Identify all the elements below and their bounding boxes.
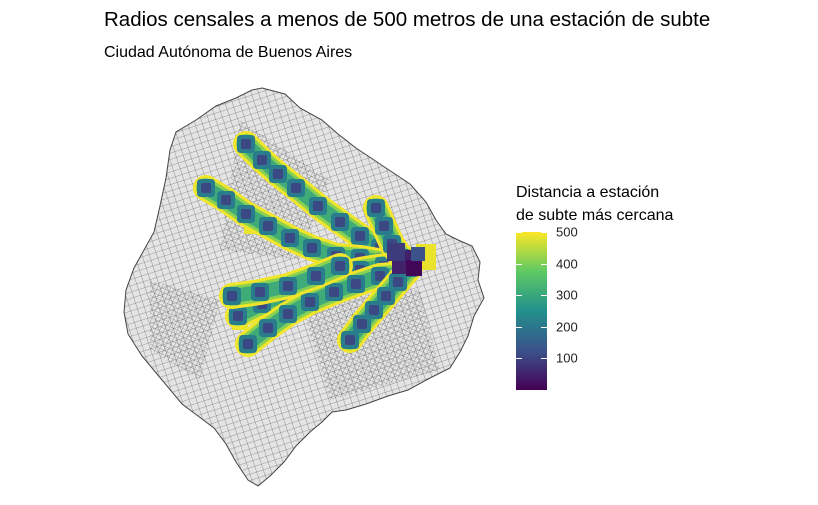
station-buffer	[357, 319, 367, 329]
station-buffer	[227, 291, 237, 301]
station-buffer	[241, 139, 251, 149]
legend-tick-mark	[516, 358, 522, 360]
legend-tick-label: 400	[556, 256, 578, 272]
map-subtitle: Ciudad Autónoma de Buenos Aires	[104, 44, 353, 61]
station-buffer	[263, 323, 273, 333]
station-buffer	[345, 335, 355, 345]
station-buffer	[335, 217, 345, 227]
legend-colorbar	[516, 232, 547, 390]
station-buffer	[329, 287, 339, 297]
station-buffer	[369, 305, 379, 315]
station-buffer	[379, 221, 389, 231]
station-buffer	[221, 195, 231, 205]
legend-tick-label: 200	[556, 319, 578, 335]
legend-title: Distancia a estación de subte más cercan…	[516, 181, 673, 227]
downtown-buffer	[406, 260, 422, 276]
station-buffer	[311, 271, 321, 281]
station-buffer	[273, 169, 283, 179]
station-buffer	[201, 183, 211, 193]
station-buffer	[255, 287, 265, 297]
legend-tick-mark	[516, 263, 522, 265]
station-buffer	[283, 309, 293, 319]
legend-tick-label: 500	[556, 224, 578, 240]
station-buffer	[263, 221, 273, 231]
legend-tick-mark	[541, 263, 547, 265]
station-buffer	[355, 231, 365, 241]
station-buffer	[283, 281, 293, 291]
station-buffer	[241, 209, 251, 219]
legend-tick-label: 100	[556, 350, 578, 366]
downtown-buffer	[411, 247, 425, 261]
station-buffer	[381, 291, 391, 301]
station-buffer	[351, 279, 361, 289]
station-buffer	[243, 339, 253, 349]
station-buffer	[257, 155, 267, 165]
legend-title-line1: Distancia a estación	[516, 184, 660, 201]
legend-tick-mark	[541, 295, 547, 297]
subway-buffer-layer	[193, 131, 436, 357]
legend-tick-label: 300	[556, 287, 578, 303]
station-buffer	[313, 201, 323, 211]
legend-tick-mark	[516, 232, 522, 233]
legend-tick-mark	[516, 295, 522, 297]
station-buffer	[233, 311, 243, 321]
map-title: Radios censales a menos de 500 metros de…	[104, 8, 711, 31]
station-buffer	[305, 297, 315, 307]
station-buffer	[307, 243, 317, 253]
station-buffer	[335, 261, 345, 271]
station-buffer	[371, 203, 381, 213]
legend-tick-mark	[541, 232, 547, 233]
legend-tick-mark	[516, 326, 522, 328]
legend-tick-mark	[541, 326, 547, 328]
legend-tick-mark	[541, 358, 547, 360]
station-buffer	[393, 277, 403, 287]
station-buffer	[291, 183, 301, 193]
station-buffer	[375, 271, 385, 281]
legend-title-line2: de subte más cercana	[516, 207, 674, 224]
station-buffer	[285, 233, 295, 243]
downtown-buffer	[387, 243, 405, 261]
